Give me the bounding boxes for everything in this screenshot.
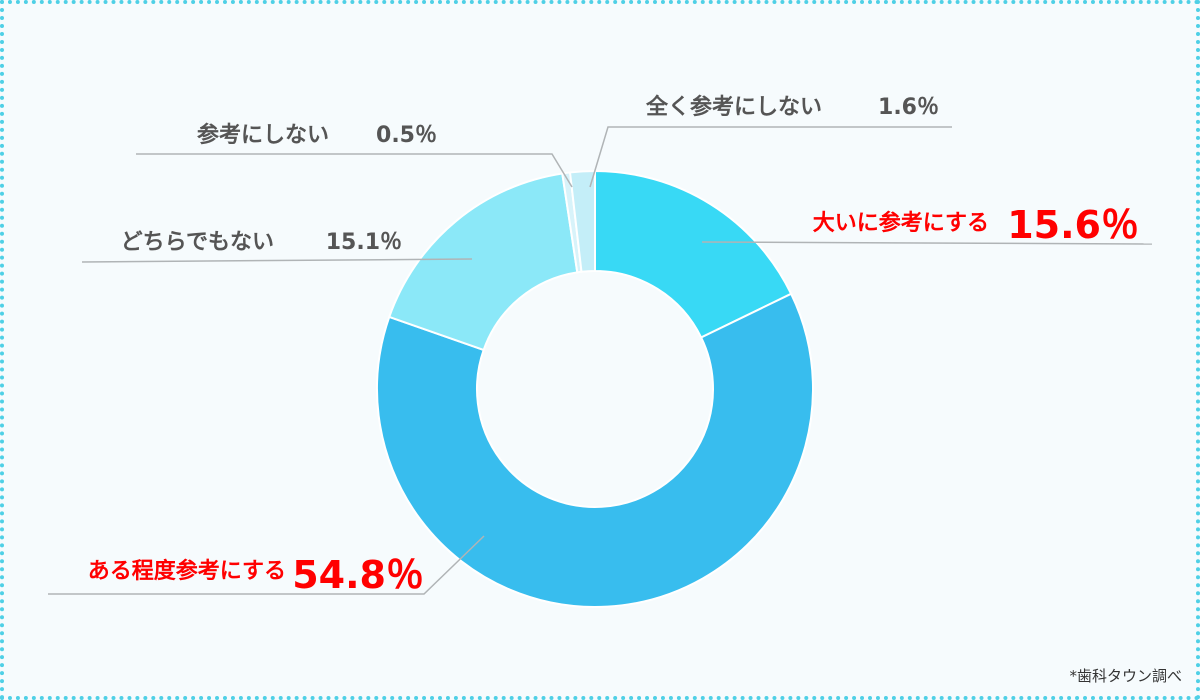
slice-value-label: 15.1％ [326,230,402,255]
slice-label: どちらでもない [121,230,274,255]
leader-line [701,241,1153,245]
slice-label: 全く参考にしない [645,94,822,120]
slice-5 [568,169,596,273]
slice-value-label: 1.6％ [878,95,939,120]
slice-value-label: 15.6％ [1007,203,1139,247]
slice-1 [594,169,793,339]
leader-line [136,153,573,188]
slice-label: 大いに参考にする [813,210,989,236]
slice-label: 参考にしない [197,122,329,148]
source-note: *歯科タウン調べ [1069,667,1182,685]
slice-3 [387,172,579,352]
slice-value-label: 0.5％ [376,123,437,148]
leader-line [81,258,473,263]
donut-chart: 大いに参考にする 15.6％ ある程度参考にする 54.8％ どちらでもない 15.1％ 参… [48,94,1153,608]
slice-label: ある程度参考にする [88,558,286,584]
leader-line [48,535,485,595]
slice-2 [376,292,814,608]
leader-line [589,126,952,188]
slice-value-label: 54.8％ [292,553,424,597]
